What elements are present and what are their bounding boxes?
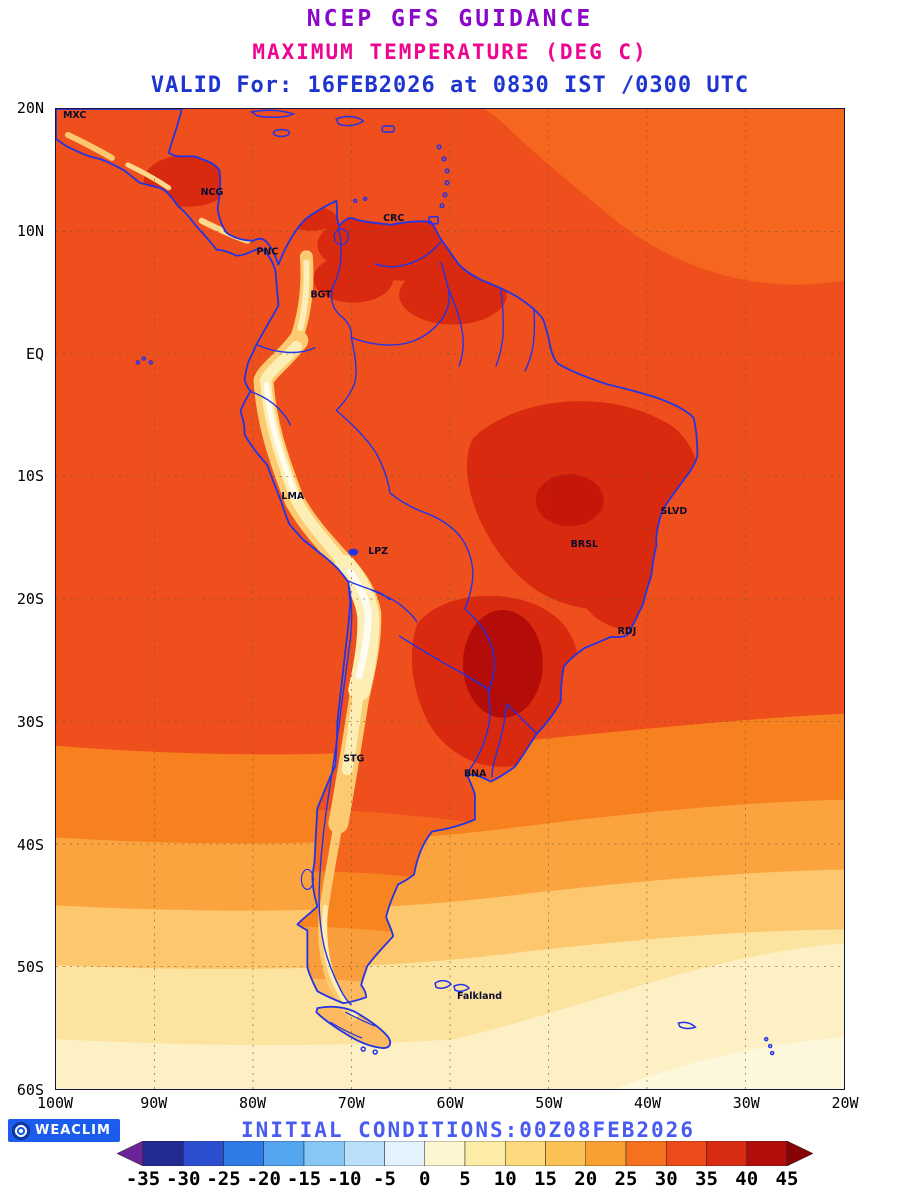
- colorbar-tick-label: -15: [286, 1168, 322, 1190]
- map-label-pnc: PNC: [256, 247, 278, 258]
- colorbar-tick-label: 25: [614, 1168, 638, 1190]
- colorbar-tick-label: -10: [327, 1168, 362, 1190]
- colorbar: [116, 1140, 814, 1167]
- lon-tick-label: 70W: [337, 1094, 365, 1112]
- lat-tick-label: 10N: [16, 221, 44, 240]
- colorbar-scale: [116, 1140, 814, 1167]
- map-label-bgt: BGT: [310, 290, 332, 301]
- colorbar-segment: [666, 1140, 707, 1167]
- title-line3: VALID For: 16FEB2026 at 0830 IST /0300 U…: [150, 73, 750, 98]
- colorbar-arrow: [786, 1140, 814, 1167]
- islands: [135, 109, 775, 1056]
- colorbar-segment: [464, 1140, 506, 1167]
- colorbar-segment: [746, 1140, 788, 1167]
- map-label-slvd: SLVD: [660, 506, 687, 517]
- title-line2: MAXIMUM TEMPERATURE (DEG C): [252, 40, 648, 64]
- lakes: [333, 228, 359, 556]
- map-label-mxc: MXC: [63, 110, 86, 121]
- title-line1: NCEP GFS GUIDANCE: [306, 6, 594, 32]
- colorbar-segment: [142, 1140, 184, 1167]
- colorbar-segment: [585, 1140, 627, 1167]
- colorbar-segment: [183, 1140, 224, 1167]
- map-labels: MXC NCG CRC PNC BGT LMA LPZ BRSL SLVD RDJ STG BNA Fa…: [63, 110, 687, 1002]
- colorbar-tick-label: 15: [534, 1168, 557, 1190]
- lon-tick-label: 30W: [732, 1094, 760, 1112]
- lon-tick-label: 100W: [36, 1094, 74, 1112]
- colorbar-tick-label: 45: [775, 1168, 799, 1190]
- map-label-bna: BNA: [464, 769, 487, 780]
- initial-conditions-text: INITIAL CONDITIONS:00Z08FEB2026: [241, 1118, 695, 1142]
- colorbar-tick-label: 5: [459, 1168, 471, 1190]
- colorbar-tick-label: 30: [654, 1168, 678, 1190]
- colorbar-segment: [706, 1140, 747, 1167]
- lat-tick-label: 60S: [16, 1081, 44, 1099]
- colorbar-tick-label: -30: [166, 1168, 201, 1190]
- lat-tick-label: 10S: [16, 467, 44, 486]
- colorbar-segment: [303, 1140, 345, 1167]
- weaclim-logo: WEACLIM: [8, 1119, 120, 1142]
- colorbar-tick-label: -25: [206, 1168, 241, 1190]
- map-label-rdj: RDJ: [618, 626, 637, 637]
- colorbar-tick-label: 35: [695, 1168, 718, 1190]
- coastlines: [56, 109, 699, 1049]
- weaclim-logo-icon: [12, 1121, 30, 1140]
- gridlines: [56, 109, 844, 1089]
- colorbar-tick-label: 10: [493, 1168, 517, 1190]
- colorbar-segment: [545, 1140, 586, 1167]
- map-label-brsl: BRSL: [571, 539, 598, 550]
- lon-tick-label: 20W: [831, 1094, 859, 1112]
- lon-tick-label: 40W: [633, 1094, 662, 1112]
- colorbar-tick-label: 40: [735, 1168, 759, 1190]
- colorbar-segment: [263, 1140, 305, 1167]
- colorbar-arrow: [116, 1140, 144, 1167]
- lat-tick-label: EQ: [25, 344, 44, 363]
- lon-tick-label: 60W: [436, 1094, 464, 1112]
- colorbar-segment: [424, 1140, 466, 1167]
- colorbar-segment: [223, 1140, 264, 1167]
- map-label-crc: CRC: [383, 213, 404, 224]
- colorbar-segment: [505, 1140, 546, 1167]
- map-label-lma: LMA: [281, 491, 304, 502]
- country-borders: [250, 226, 538, 1006]
- map-canvas: MXC NCG CRC PNC BGT LMA LPZ BRSL SLVD RDJ STG BNA Fa…: [56, 109, 844, 1089]
- colorbar-segment: [344, 1140, 385, 1167]
- colorbar-ticks: -35 -30 -25 -20 -15 -10 -5 0 5 10 15 20 25 30 35 40 45: [117, 1168, 813, 1194]
- colorbar-tick-label: 20: [574, 1168, 598, 1190]
- lat-tick-label: 50S: [16, 958, 44, 977]
- colorbar-segment: [384, 1140, 425, 1167]
- colorbar-tick-label: -5: [373, 1168, 396, 1190]
- map-label-ncg: NCG: [201, 187, 224, 198]
- colorbar-segment: [625, 1140, 667, 1167]
- map-label-lpz: LPZ: [368, 546, 388, 557]
- lat-tick-label: 40S: [16, 835, 44, 854]
- lon-tick-label: 90W: [140, 1094, 168, 1112]
- weaclim-logo-text: WEACLIM: [35, 1123, 111, 1138]
- lat-axis: 20N 10N EQ 10S 20S 30S 40S 50S 60S: [0, 99, 48, 1099]
- lat-tick-label: 20S: [16, 590, 44, 608]
- map-label-stg: STG: [343, 754, 364, 765]
- lon-axis: 100W 90W 80W 70W 60W 50W 40W 30W 20W: [37, 1094, 859, 1114]
- map-plot: MXC NCG CRC PNC BGT LMA LPZ BRSL SLVD RDJ STG BNA Fa…: [55, 108, 845, 1090]
- colorbar-tick-label: -35: [125, 1168, 161, 1190]
- map-label-falkland: Falkland: [457, 991, 502, 1002]
- lon-tick-label: 80W: [238, 1094, 267, 1112]
- lat-tick-label: 30S: [16, 712, 44, 731]
- colorbar-tick-label: -20: [246, 1168, 281, 1190]
- colorbar-tick-label: 0: [419, 1168, 431, 1190]
- lat-tick-label: 20N: [16, 99, 44, 117]
- lon-tick-label: 50W: [535, 1094, 563, 1112]
